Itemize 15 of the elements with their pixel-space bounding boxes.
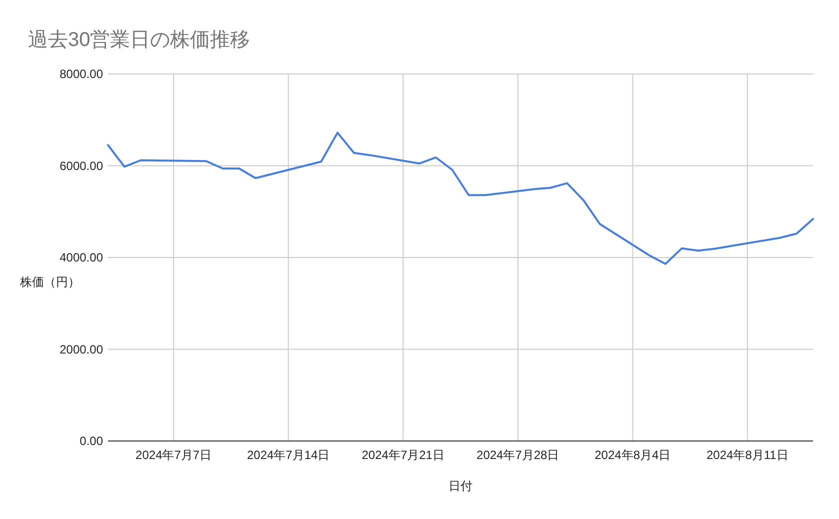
y-tick-label: 0.00 — [80, 434, 104, 448]
chart-title: 過去30営業日の株価推移 — [28, 29, 250, 51]
x-tick-label: 2024年7月14日 — [246, 448, 330, 462]
y-tick-label: 6000.00 — [60, 158, 104, 173]
y-tick-label: 2000.00 — [60, 342, 104, 356]
y-axis-title: 株価（円） — [19, 275, 80, 289]
x-tick-label: 2024年7月28日 — [476, 448, 560, 462]
x-axis-title: 日付 — [448, 479, 472, 493]
x-tick-label: 2024年7月21日 — [362, 448, 444, 462]
x-tick-label: 2024年7月7日 — [136, 448, 212, 462]
y-tick-label: 8000.00 — [60, 67, 104, 81]
x-tick-label: 2024年8月11日 — [706, 448, 788, 462]
x-tick-label: 2024年8月4日 — [594, 448, 671, 462]
line-series — [107, 132, 814, 265]
y-tick-label: 4000.00 — [60, 250, 104, 264]
